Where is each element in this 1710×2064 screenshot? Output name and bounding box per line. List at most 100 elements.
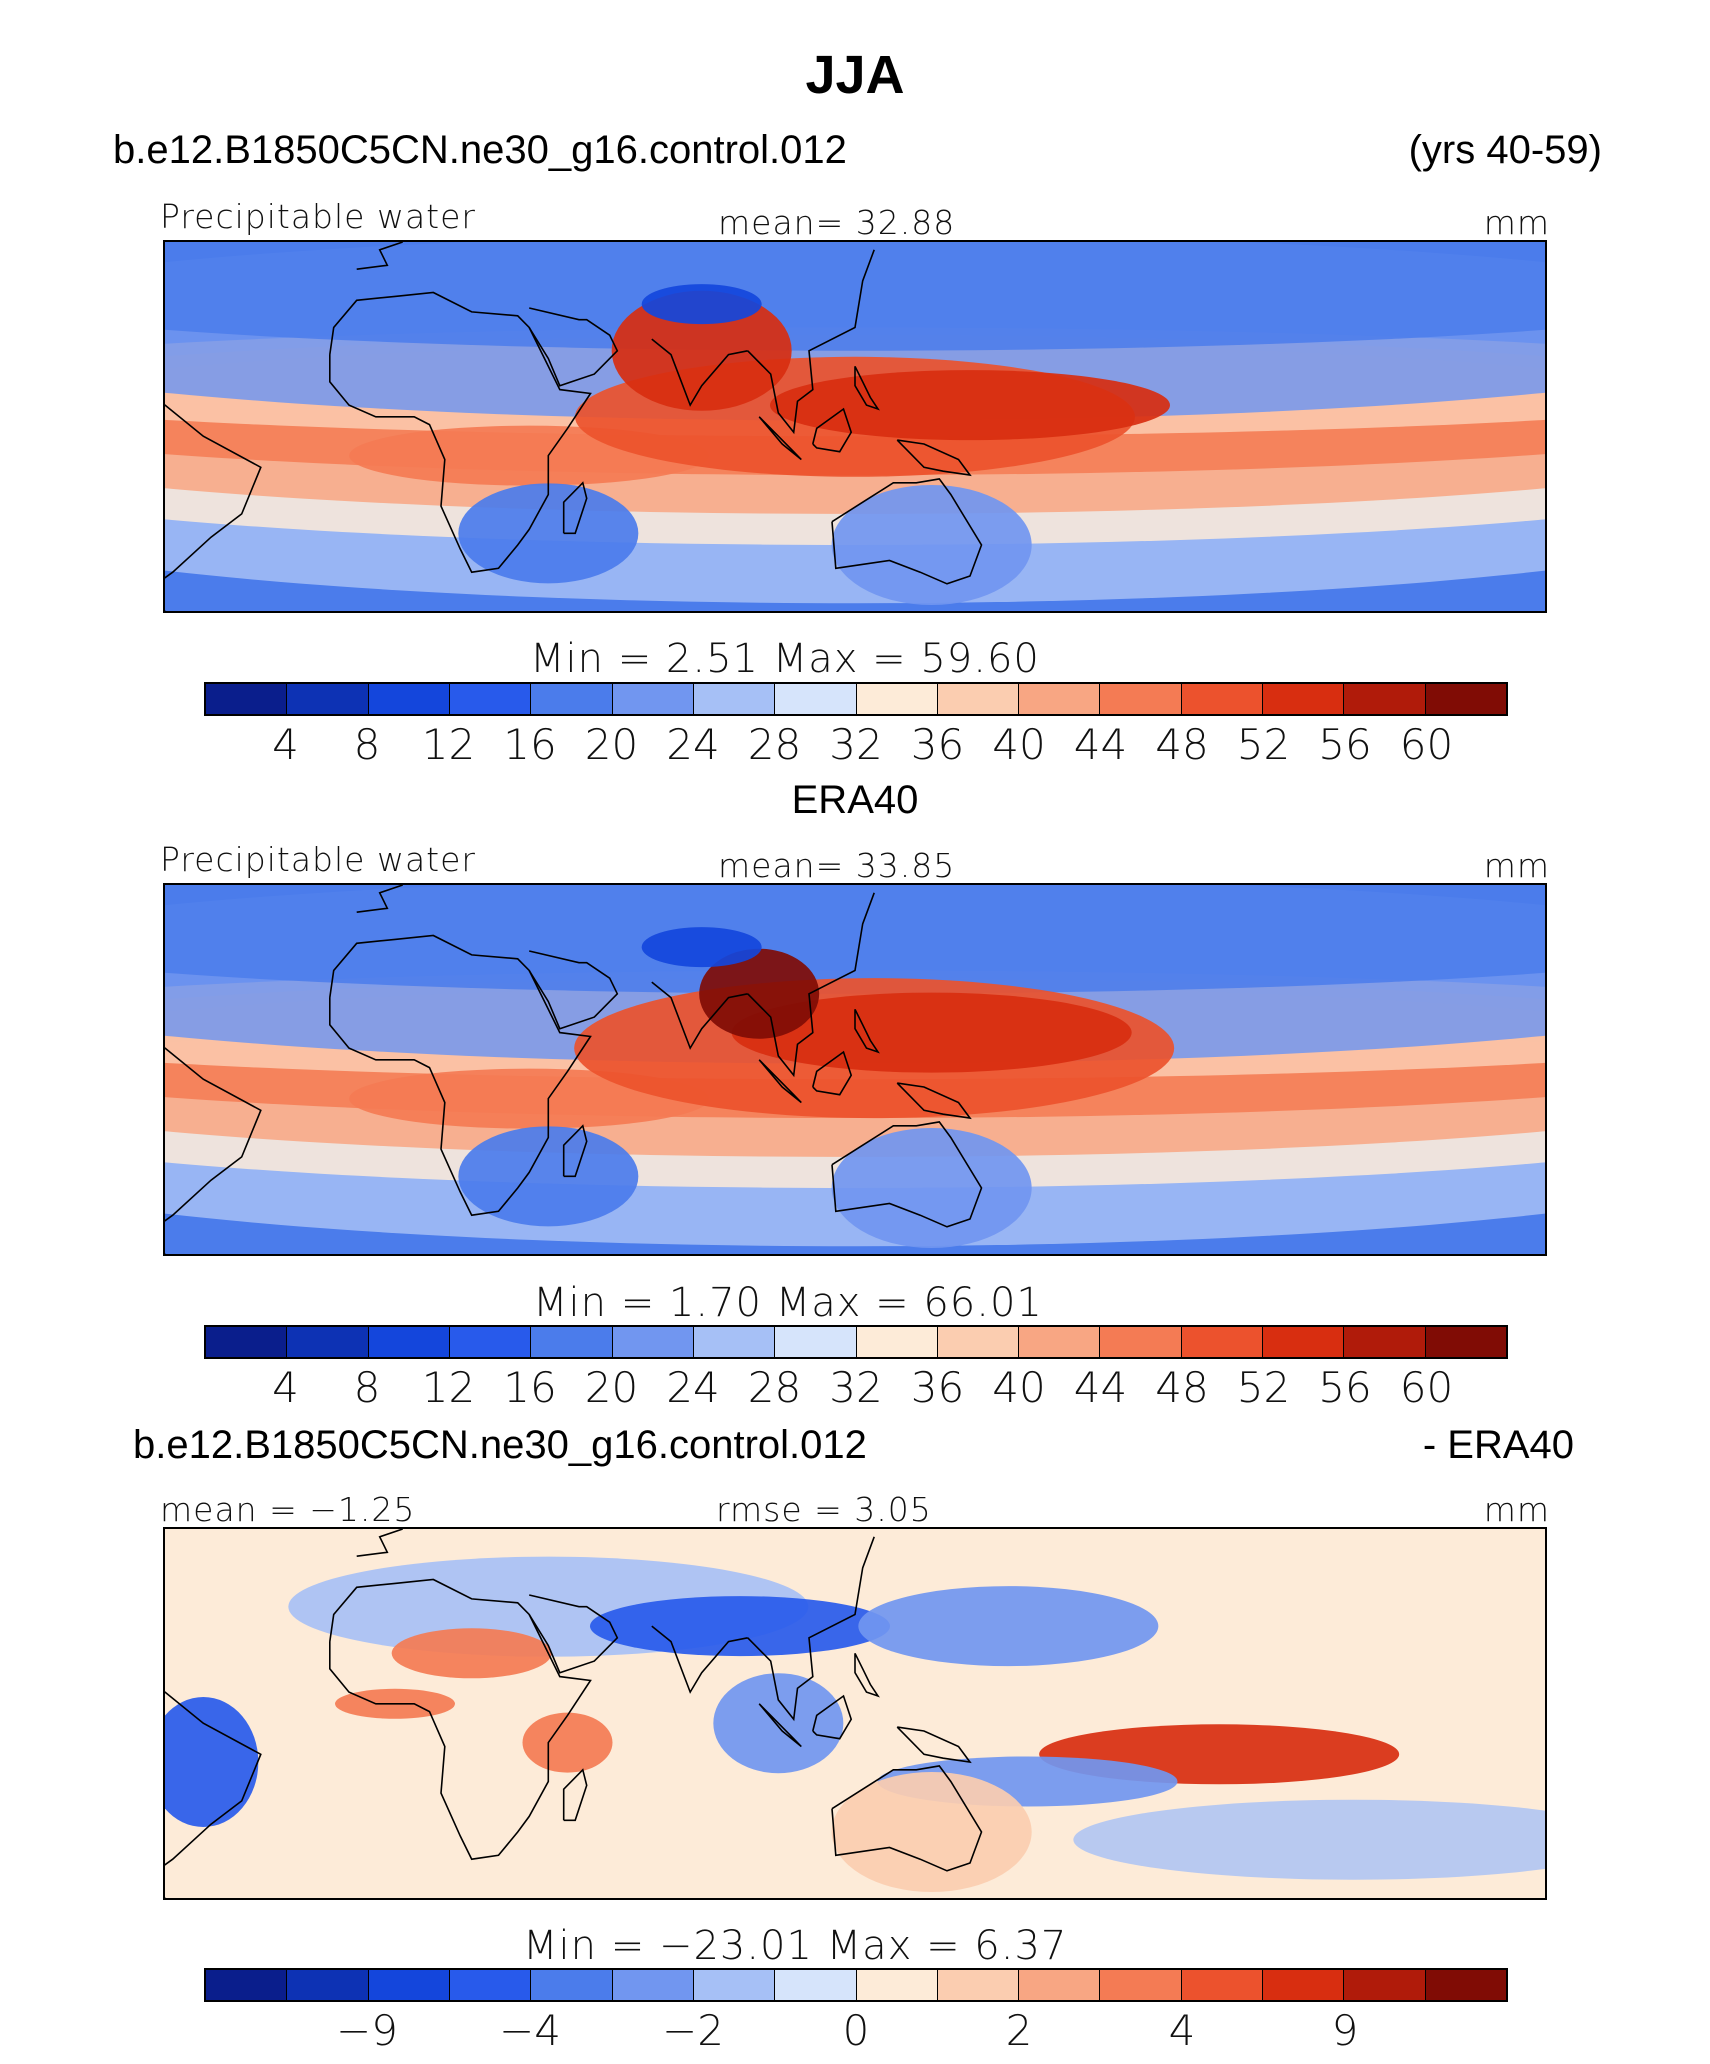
colorbar-tick-label: 44: [1073, 720, 1128, 769]
coastline: [356, 1529, 403, 1557]
colorbar-swatch: [1425, 1327, 1506, 1357]
colorbar-tick-label: 8: [353, 1363, 381, 1412]
colorbar-swatch: [368, 1970, 450, 2000]
coastline: [329, 934, 592, 1217]
panel3-colorbar: [204, 1968, 1508, 2002]
panel3-mean-label: mean = −1.25: [160, 1490, 416, 1529]
colorbar-tick-label: 24: [666, 1363, 720, 1412]
panel2-contour-field: [165, 885, 1545, 1254]
diff-case-label: b.e12.B1850C5CN.ne30_g16.control.012: [133, 1423, 867, 1467]
panel2-map: [163, 883, 1547, 1256]
panel1-map: [163, 240, 1547, 613]
coastline: [356, 242, 403, 270]
contour-region: [458, 1126, 639, 1227]
colorbar-swatch: [531, 684, 613, 714]
coastline: [747, 1536, 875, 1722]
colorbar-swatch: [206, 684, 288, 714]
coastline: [854, 1008, 880, 1054]
coastline: [758, 1059, 802, 1104]
panel3-minmax-label: Min = −23.01 Max = 6.37: [523, 1923, 1068, 1969]
colorbar-tick-label: 36: [910, 720, 965, 769]
coastline: [831, 478, 983, 585]
colorbar-swatch: [937, 1970, 1020, 2000]
colorbar-swatch: [206, 1970, 288, 2000]
contour-region: [590, 1596, 890, 1657]
coastline: [831, 1121, 983, 1228]
coastline: [854, 1652, 880, 1698]
colorbar-tick-label: 52: [1236, 1363, 1291, 1412]
contour-region: [699, 948, 820, 1039]
colorbar-tick-label: 32: [829, 1363, 883, 1412]
panel2-mean-label: mean= 33.85: [718, 846, 956, 885]
panel1-mean-label: mean= 32.88: [718, 203, 956, 242]
colorbar-swatch: [612, 684, 694, 714]
contour-region: [831, 1127, 1032, 1248]
colorbar-swatch: [531, 1970, 613, 2000]
colorbar-swatch: [449, 1327, 532, 1357]
colorbar-swatch: [775, 684, 857, 714]
coastline: [896, 1726, 972, 1764]
colorbar-tick-label: 16: [503, 1363, 557, 1412]
contour-region: [165, 1697, 259, 1828]
coastline: [812, 407, 853, 453]
colorbar-swatch: [287, 1970, 369, 2000]
coastline: [528, 950, 619, 1030]
colorbar-swatch: [1344, 1970, 1426, 2000]
coastline: [562, 481, 588, 535]
panel1-units-label: mm: [1483, 203, 1550, 242]
colorbar-swatch: [368, 684, 450, 714]
coastline: [165, 1691, 262, 1898]
colorbar-swatch: [287, 1327, 369, 1357]
reference-name-label: ERA40: [791, 778, 919, 822]
colorbar-tick-label: 56: [1318, 720, 1372, 769]
colorbar-tick-label: 60: [1399, 720, 1454, 769]
contour-region: [858, 1586, 1159, 1667]
coastline: [528, 307, 619, 387]
diff-suffix-label: - ERA40: [1422, 1423, 1574, 1467]
colorbar-swatch: [1344, 684, 1426, 714]
contour-band: [1073, 1799, 1545, 1880]
colorbar-swatch: [775, 1327, 857, 1357]
coastline: [747, 892, 875, 1078]
panel1-colorbar: [204, 682, 1508, 716]
coastline: [812, 1050, 853, 1096]
colorbar-tick-label: 0: [842, 2006, 870, 2055]
coastline: [651, 338, 748, 407]
coastline: [758, 416, 802, 461]
coastline: [758, 1703, 802, 1748]
coastline: [812, 1694, 853, 1740]
colorbar-swatch: [1100, 1327, 1182, 1357]
years-label: (yrs 40-59): [1408, 128, 1602, 172]
figure-title: JJA: [805, 45, 905, 105]
panel2-minmax-label: Min = 1.70 Max = 66.01: [533, 1280, 1043, 1326]
colorbar-tick-label: 9: [1331, 2006, 1359, 2055]
panel2-colorbar: [204, 1325, 1508, 1359]
contour-region: [731, 992, 1132, 1073]
colorbar-tick-label: −9: [336, 2006, 398, 2055]
coastline: [896, 439, 972, 477]
contour-region: [458, 483, 639, 584]
coastline: [329, 1578, 592, 1861]
colorbar-swatch: [1263, 1327, 1345, 1357]
colorbar-swatch: [449, 684, 532, 714]
coastline: [747, 249, 875, 435]
panel3-map: [163, 1527, 1547, 1900]
coastline: [165, 1047, 262, 1254]
panel1-variable-label: Precipitable water: [160, 197, 476, 236]
coastline: [562, 1124, 588, 1178]
colorbar-tick-label: 48: [1155, 1363, 1209, 1412]
coastline: [528, 1594, 619, 1674]
coastline: [329, 291, 592, 574]
colorbar-swatch: [693, 1970, 776, 2000]
colorbar-swatch: [1181, 1970, 1264, 2000]
colorbar-tick-label: 4: [1168, 2006, 1196, 2055]
contour-region: [391, 1628, 552, 1679]
coastline: [562, 1768, 588, 1822]
colorbar-tick-label: 28: [747, 720, 802, 769]
colorbar-swatch: [287, 684, 369, 714]
colorbar-tick-label: 52: [1236, 720, 1291, 769]
colorbar-swatch: [775, 1970, 857, 2000]
coastline: [356, 885, 403, 913]
colorbar-swatch: [937, 1327, 1020, 1357]
colorbar-tick-label: −2: [662, 2006, 724, 2055]
